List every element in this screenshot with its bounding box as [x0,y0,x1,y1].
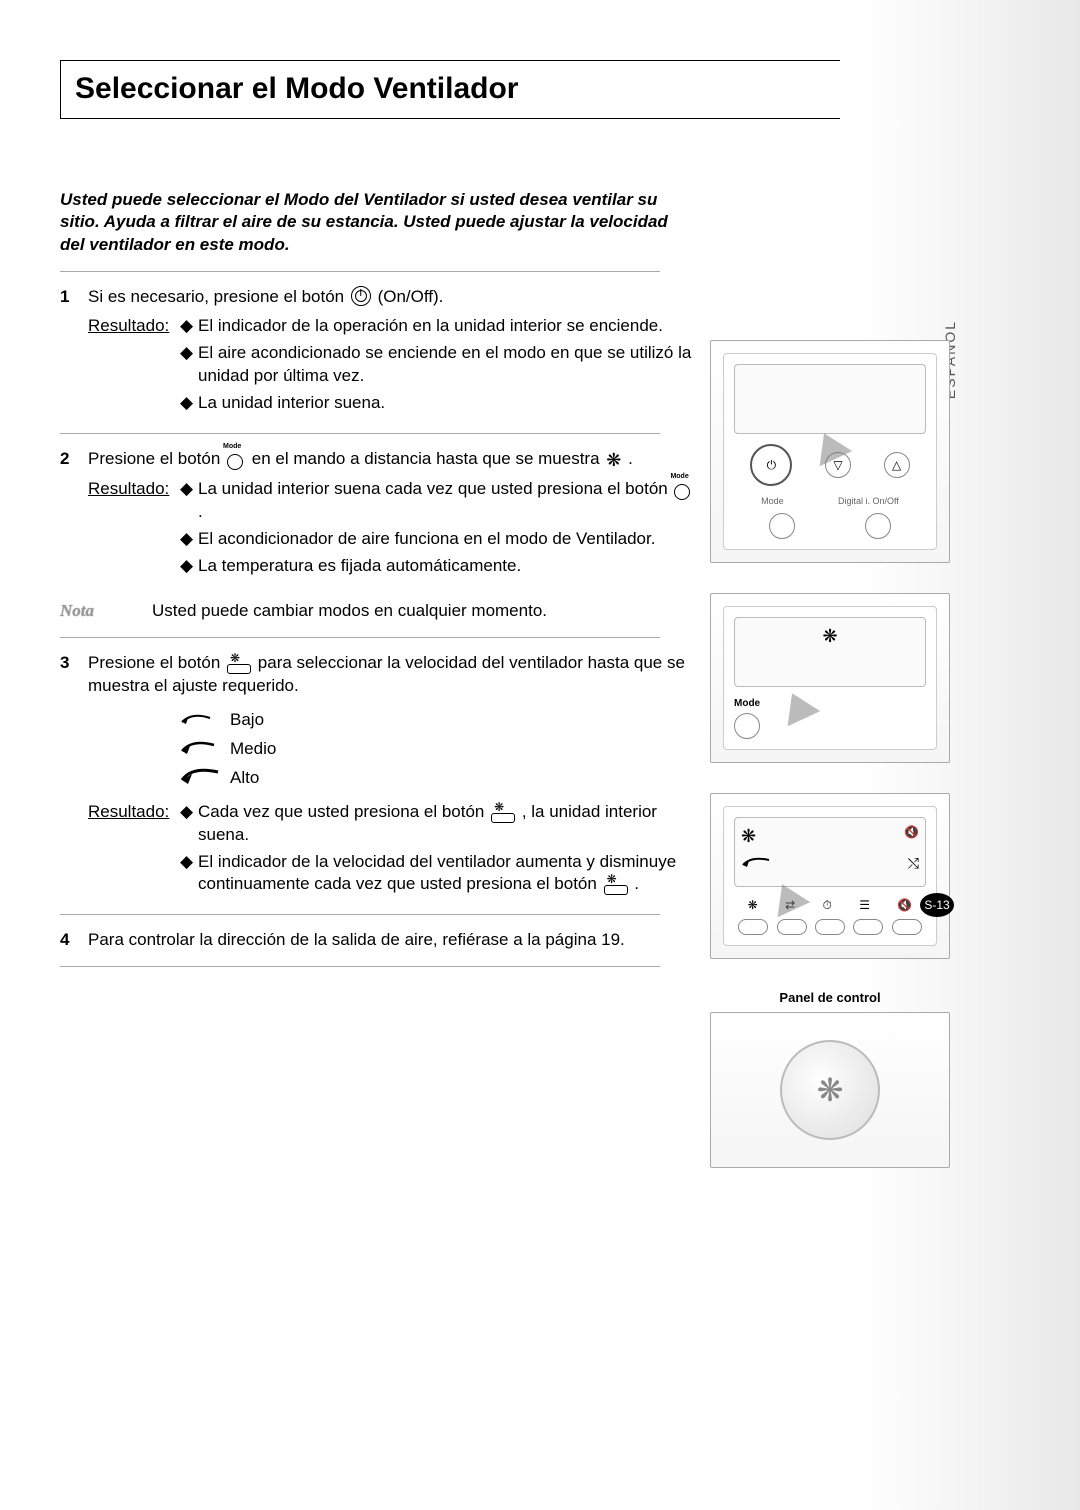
bullet-icon: ◆ [180,315,198,338]
bullet-icon: ◆ [180,478,198,524]
result-label: Resultado: [88,478,180,582]
fan-button-icon: ❋ [227,654,251,674]
step1-bullet: El indicador de la operación en la unida… [198,315,663,338]
fan-dial[interactable]: ❋ [780,1040,880,1140]
bullet-icon: ◆ [180,342,198,388]
figures-column: ⏻ ▽ △ Mode Digital i. On/Off [710,340,950,1198]
fan-icon: ❋ [748,897,758,913]
fan-button-icon: ❋ [491,803,515,823]
speed-high-icon [180,766,230,791]
mode-button-icon: Mode [227,448,245,470]
bullet-icon: ◆ [180,801,198,847]
fan-icon: ❋ [606,448,621,472]
step2-text-c: . [628,449,633,468]
list-icon: ☰ [859,897,870,913]
speed-label: Bajo [230,709,264,732]
remote-fan-button[interactable] [738,919,768,935]
result-label: Resultado: [88,315,180,419]
remote-button[interactable] [853,919,883,935]
step1-text-b: (On/Off). [378,287,444,306]
remote-button[interactable] [815,919,845,935]
figure-remote-power: ⏻ ▽ △ Mode Digital i. On/Off [710,340,950,563]
step1-text-a: Si es necesario, presione el botón [88,287,349,306]
step1-bullet: La unidad interior suena. [198,392,385,415]
speed-list: Bajo Medio Alto [180,708,700,791]
divider [60,914,660,915]
bullet-icon: ◆ [180,851,198,897]
speed-med-icon [180,737,230,762]
fan-icon: ❋ [741,824,756,848]
figure-remote-mode: ❋ Mode [710,593,950,763]
step3-res-b2: . [634,874,639,893]
fan-icon: ❋ [822,624,837,648]
step-number: 2 [60,448,88,582]
divider [60,966,660,967]
step2-bullet-a: La unidad interior suena cada vez que us… [198,479,672,498]
remote-mode-label: Mode [734,697,926,711]
remote-mode-button[interactable] [769,513,795,539]
step-3: 3 Presione el botón ❋ para seleccionar l… [60,652,700,900]
sound-icon: 🔇 [904,824,919,848]
step1-bullet: El aire acondicionado se enciende en el … [198,342,700,388]
speed-indicator-icon [741,854,771,868]
step-number: 1 [60,286,88,419]
step-4: 4 Para controlar la dirección de la sali… [60,929,700,952]
speed-low-icon [180,708,230,733]
divider [60,637,660,638]
remote-mode-label: Mode [761,495,784,507]
swing-icon: ⤭ [908,854,919,873]
mute-icon: 🔇 [897,897,912,913]
bullet-icon: ◆ [180,555,198,578]
remote-power-button[interactable]: ⏻ [750,444,792,486]
fan-icon: ❋ [817,1069,844,1112]
step2-bullet-b: El acondicionador de aire funciona en el… [198,528,655,551]
remote-button[interactable] [892,919,922,935]
title-box: Seleccionar el Modo Ventilador [60,60,840,119]
remote-button[interactable] [777,919,807,935]
figure-remote-fan: ❋ 🔇 ⤭ ❋ ⇄ ⏱ ☰ 🔇 [710,793,950,959]
step3-res-a1: Cada vez que usted presiona el botón [198,802,489,821]
speed-label: Alto [230,767,259,790]
remote-digital-label: Digital i. On/Off [838,495,899,507]
step2-text-a: Presione el botón [88,449,225,468]
result-label: Resultado: [88,801,180,901]
speed-label: Medio [230,738,276,761]
step-number: 4 [60,929,88,952]
step4-text: Para controlar la dirección de la salida… [88,929,700,952]
page-title: Seleccionar el Modo Ventilador [75,69,826,110]
panel-caption: Panel de control [710,989,950,1007]
fan-button-icon: ❋ [604,875,628,895]
divider [60,271,660,272]
step3-text-a: Presione el botón [88,653,225,672]
bullet-icon: ◆ [180,528,198,551]
remote-digital-button[interactable] [865,513,891,539]
mode-button-icon: Mode [674,478,692,500]
pointer-arrow-icon [776,686,820,727]
remote-temp-up[interactable]: △ [884,452,910,478]
step2-bullet-c: La temperatura es fijada automáticamente… [198,555,521,578]
note-label: Nota [60,600,152,623]
note-row: Nota Usted puede cambiar modos en cualqu… [60,600,700,623]
divider [60,433,660,434]
step2-text-b: en el mando a distancia hasta que se mue… [252,449,605,468]
step-1: 1 Si es necesario, presione el botón (On… [60,286,700,419]
timer-icon: ⏱ [822,897,831,913]
step-2: 2 Presione el botón Mode en el mando a d… [60,448,700,582]
figure-control-panel: ❋ [710,1012,950,1168]
step-number: 3 [60,652,88,900]
note-text: Usted puede cambiar modos en cualquier m… [152,600,547,623]
step2-bullet-a-end: . [198,502,203,521]
remote-mode-button[interactable] [734,713,760,739]
intro-text: Usted puede seleccionar el Modo del Vent… [60,189,680,258]
bullet-icon: ◆ [180,392,198,415]
power-icon [351,286,371,306]
